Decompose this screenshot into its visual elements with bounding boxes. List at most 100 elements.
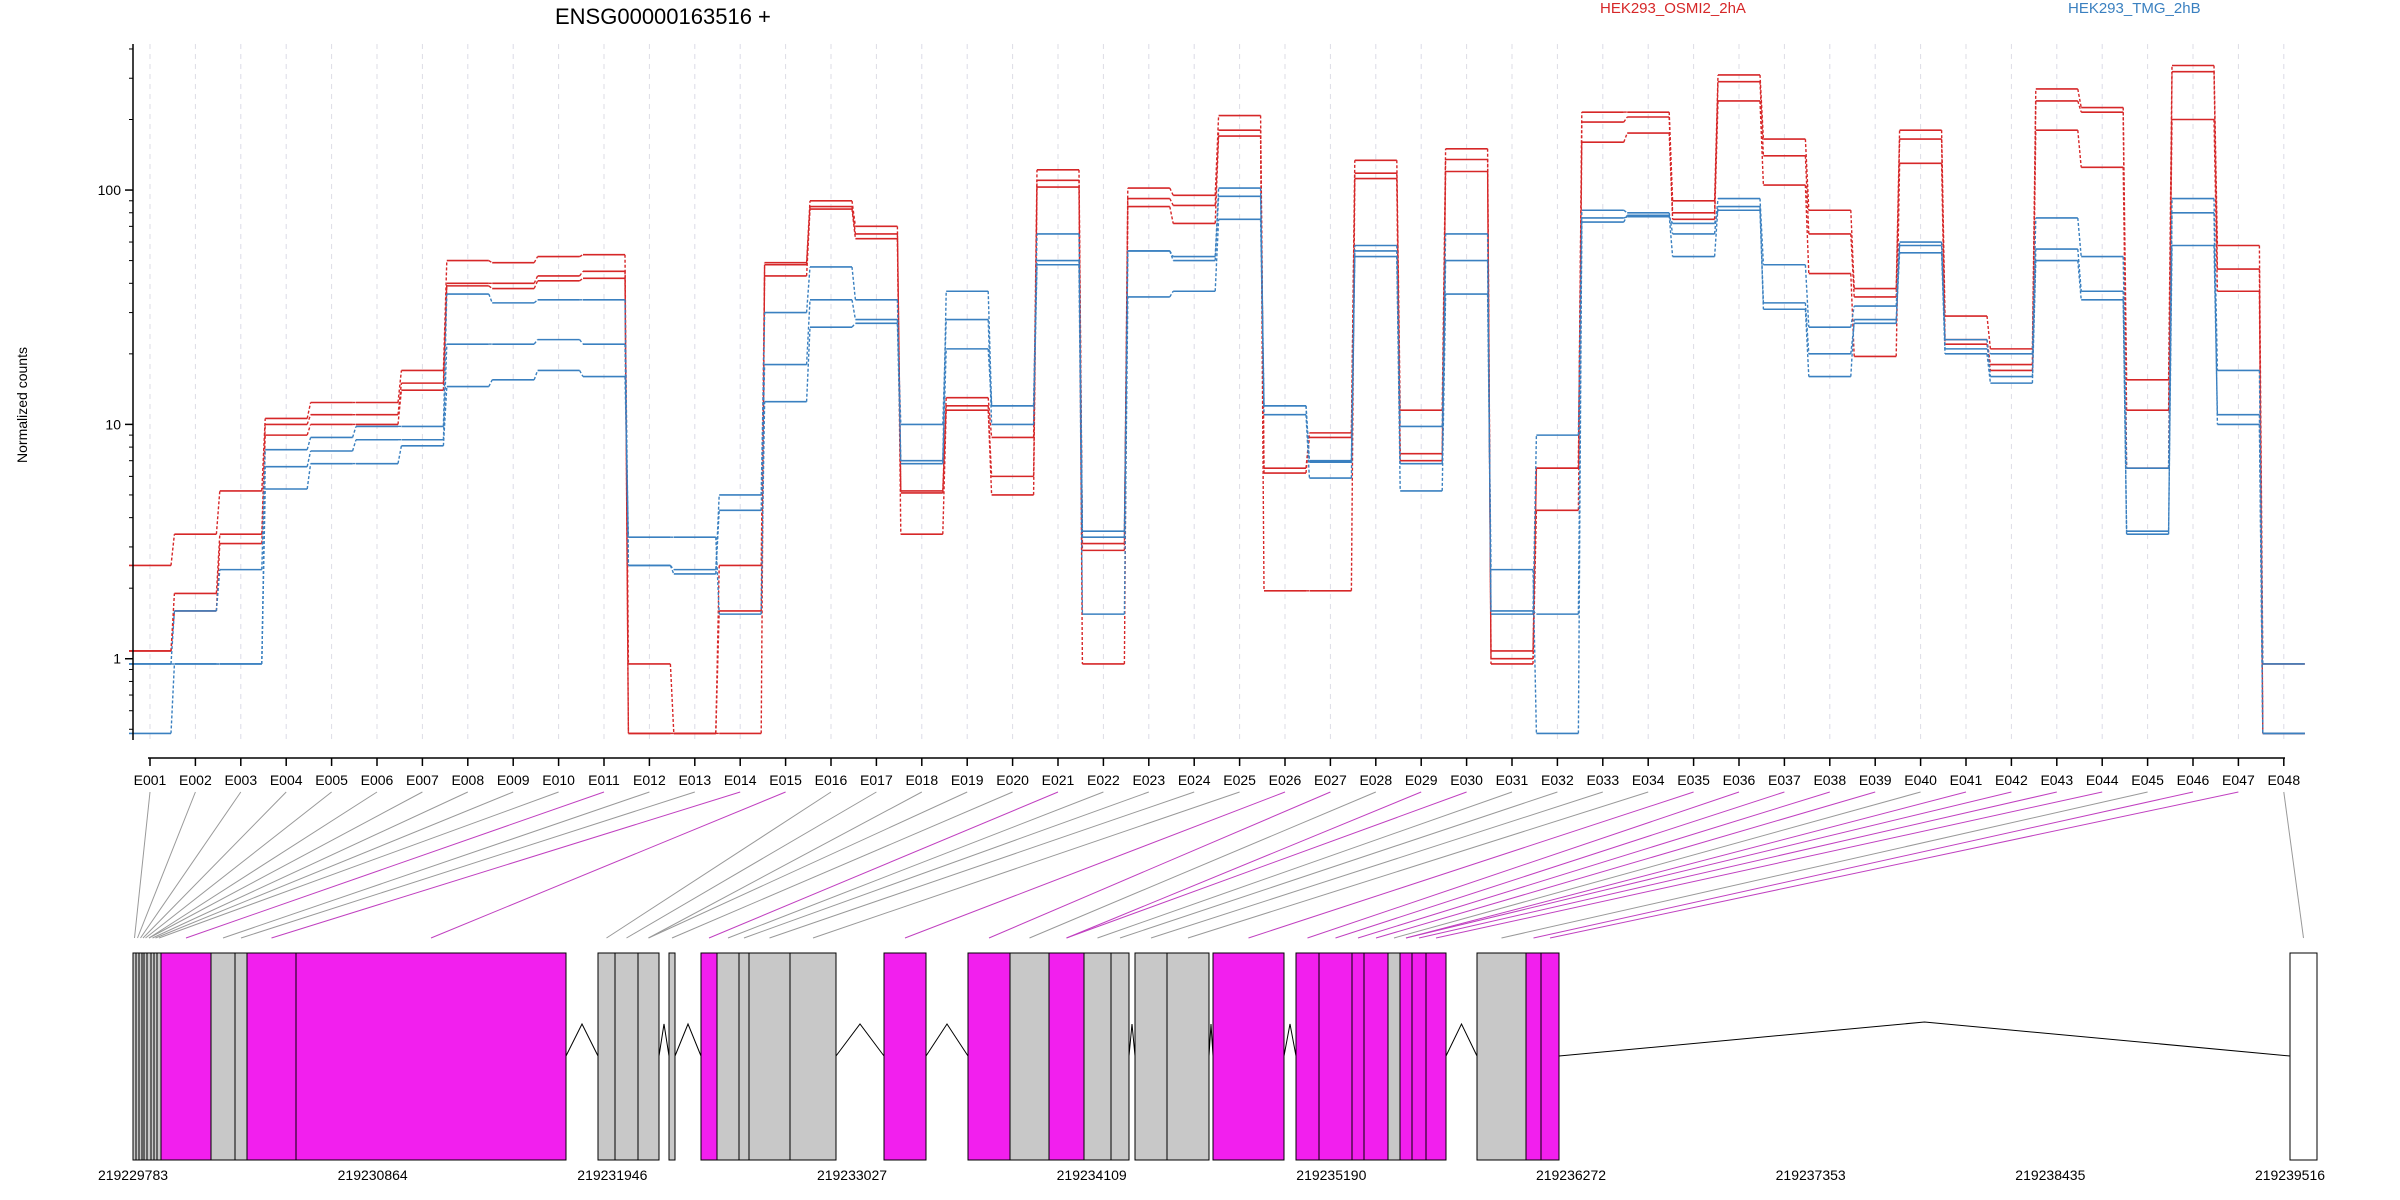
series-link	[896, 323, 902, 464]
x-tick-label: E008	[451, 772, 484, 788]
series-link	[533, 280, 539, 289]
x-tick-label: E043	[2040, 772, 2073, 788]
exon-connector	[708, 791, 1059, 939]
exon-block	[1110, 952, 1130, 1161]
series-link	[351, 426, 357, 438]
series-link	[1305, 414, 1311, 479]
exon-connector	[1066, 791, 1467, 939]
series-link	[805, 327, 811, 402]
exon-connector	[648, 791, 968, 939]
series-link	[170, 663, 176, 734]
x-tick-label: E003	[224, 772, 257, 788]
series-link	[2077, 130, 2082, 168]
series-link	[2122, 167, 2128, 411]
series-link	[1623, 209, 1628, 214]
series-link	[1623, 132, 1628, 143]
exon-connector	[148, 791, 378, 939]
series-link	[1623, 116, 1628, 123]
exon-block	[234, 952, 248, 1161]
series-link	[1623, 214, 1628, 223]
exon-connector	[137, 791, 196, 939]
series-link	[942, 319, 947, 425]
series-link	[1668, 216, 1674, 224]
series-link	[1759, 81, 1765, 156]
exon-block	[1425, 952, 1447, 1161]
exon-block	[1476, 952, 1527, 1161]
exon-block	[1318, 952, 1353, 1161]
exon-block	[637, 952, 660, 1161]
series-link	[1668, 212, 1674, 235]
series-link	[397, 390, 403, 425]
exon-connector	[1533, 791, 2194, 939]
x-tick-label: E006	[361, 772, 394, 788]
series-link	[306, 424, 312, 436]
genome-coordinate-label: 219237353	[1776, 1167, 1846, 1183]
exon-block	[1387, 952, 1401, 1161]
series-link	[2213, 65, 2219, 246]
series-link	[1214, 115, 1220, 196]
series-link	[533, 256, 539, 264]
series-link	[987, 397, 993, 438]
series-link	[1895, 252, 1901, 320]
exon-block	[1166, 952, 1210, 1161]
series-link	[2077, 88, 2082, 108]
exon-connector	[1375, 791, 1876, 939]
series-link	[488, 260, 493, 264]
series-link	[2213, 119, 2219, 292]
intron-line	[1445, 1022, 1478, 1057]
x-tick-label: E044	[2086, 772, 2119, 788]
series-link	[578, 370, 584, 377]
x-tick-label: E012	[633, 772, 666, 788]
series-link	[760, 401, 766, 615]
series-link	[442, 260, 448, 371]
genome-coordinate-label: 219233027	[817, 1167, 887, 1183]
legend-entry-osmi: HEK293_OSMI2_2hA	[1600, 0, 1746, 17]
exon-connector	[606, 791, 832, 939]
x-tick-label: E033	[1586, 772, 1619, 788]
exon-block	[160, 952, 212, 1161]
x-tick-label: E032	[1541, 772, 1574, 788]
series-link	[669, 565, 675, 575]
series-link	[851, 266, 857, 300]
x-tick-label: E011	[588, 772, 620, 788]
x-tick-label: E017	[860, 772, 893, 788]
legend-entry-tmg: HEK293_TMG_2hB	[2068, 0, 2201, 17]
intron-line	[1208, 1023, 1214, 1057]
series-link	[1169, 187, 1174, 196]
series-link	[1123, 250, 1129, 532]
series-link	[2077, 217, 2082, 257]
exon-connector	[152, 791, 469, 939]
series-link	[306, 414, 312, 425]
chart-title: ENSG00000163516 +	[555, 4, 771, 29]
y-ticks: 1 10 100	[98, 48, 133, 730]
x-tick-label: E025	[1223, 772, 1256, 788]
series-link	[1532, 569, 1538, 734]
series-link	[1078, 264, 1084, 615]
series-link	[851, 322, 856, 328]
genome-coordinate-label: 219234109	[1057, 1167, 1127, 1183]
series-link	[306, 463, 312, 490]
series-link	[579, 254, 584, 258]
series-link	[942, 410, 947, 535]
exon-block	[597, 952, 616, 1161]
series-link	[1032, 260, 1038, 406]
exon-block	[1540, 952, 1560, 1161]
exon-connector	[430, 791, 786, 939]
series-link	[306, 437, 312, 450]
exon-block-last	[2289, 952, 2318, 1161]
gene-model	[132, 952, 2318, 1161]
intron-line	[658, 1023, 670, 1057]
x-tick-label: E028	[1359, 772, 1392, 788]
y-tick-label: 100	[98, 182, 122, 198]
series-link	[579, 339, 584, 345]
exon-block	[614, 952, 639, 1161]
exon-connector	[769, 791, 1195, 939]
x-tick-label: E015	[769, 772, 802, 788]
series-link	[442, 283, 448, 384]
series-link	[805, 208, 811, 276]
exon-block	[1083, 952, 1112, 1161]
series-link	[2167, 212, 2173, 535]
series-link	[669, 663, 675, 734]
series-link	[851, 299, 857, 320]
exon-block	[789, 952, 837, 1161]
